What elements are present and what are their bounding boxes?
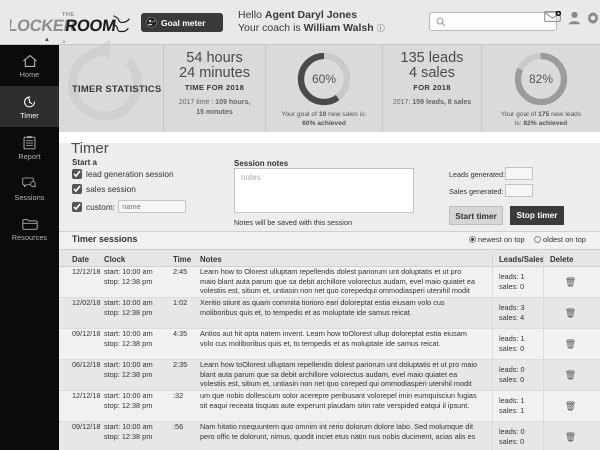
svg-text:ROOM: ROOM	[64, 16, 117, 35]
